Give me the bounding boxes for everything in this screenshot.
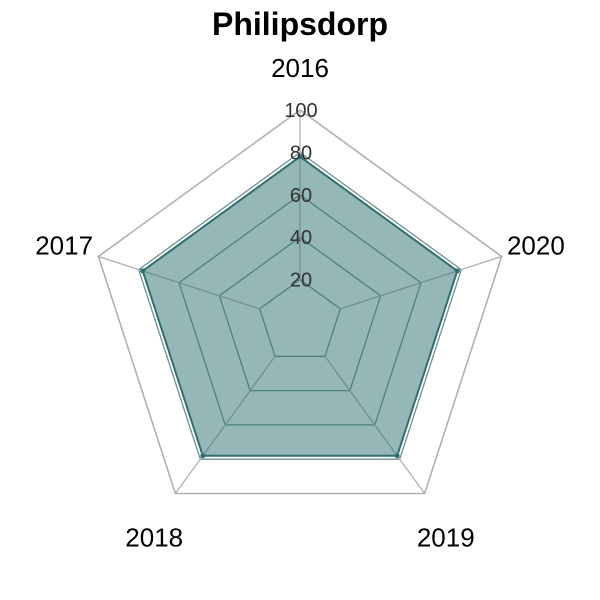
tick-label-40: 40 — [290, 227, 312, 249]
series-area-0 — [141, 155, 459, 457]
series-point-2020 — [454, 268, 460, 274]
axis-label-2016: 2016 — [271, 53, 329, 83]
axis-label-2019: 2019 — [417, 523, 475, 553]
radar-axis-labels: 2016 2017 2018 2019 2020 — [35, 53, 565, 553]
series-point-2019 — [394, 453, 400, 459]
radar-series-layer — [140, 154, 460, 459]
series-point-2018 — [200, 453, 206, 459]
grid-ring-80 — [137, 151, 463, 460]
grid-ring-100 — [97, 109, 503, 495]
chart-title: Philipsdorp — [212, 6, 388, 42]
radar-tick-labels: 20 40 60 80 100 — [284, 100, 317, 292]
tick-label-60: 60 — [290, 185, 312, 207]
tick-label-100: 100 — [284, 100, 317, 122]
axis-label-2018: 2018 — [125, 523, 183, 553]
series-point-2017 — [140, 268, 146, 274]
tick-label-20: 20 — [290, 270, 312, 292]
axis-label-2017: 2017 — [35, 230, 93, 260]
tick-label-80: 80 — [290, 142, 312, 164]
axis-label-2020: 2020 — [507, 230, 565, 260]
series-point-2016 — [297, 154, 303, 160]
